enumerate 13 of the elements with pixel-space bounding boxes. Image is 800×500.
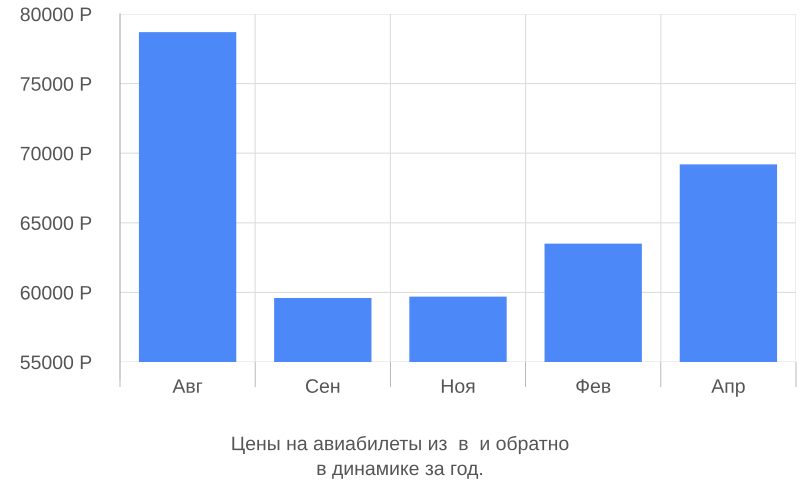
text: Цены на авиабилеты из в и обратно xyxy=(232,436,568,454)
y-tick-label: 80000 Р xyxy=(20,7,92,22)
x-tick-label: Фев xyxy=(576,379,610,393)
y-tick-label: 75000 Р xyxy=(20,77,92,91)
y-tick-label: 55000 Р xyxy=(20,355,92,370)
y-tick-label: 60000 Р xyxy=(20,286,92,300)
x-tick-label: Авг xyxy=(172,379,202,393)
x-tick-label: Сен xyxy=(306,379,340,393)
x-tick-label: Апр xyxy=(711,379,745,397)
text: в динамике за год. xyxy=(318,464,482,479)
x-tick-label: Ноя xyxy=(442,379,474,393)
y-tick-label: 70000 Р xyxy=(20,146,92,160)
y-tick-label: 65000 Р xyxy=(20,216,92,230)
